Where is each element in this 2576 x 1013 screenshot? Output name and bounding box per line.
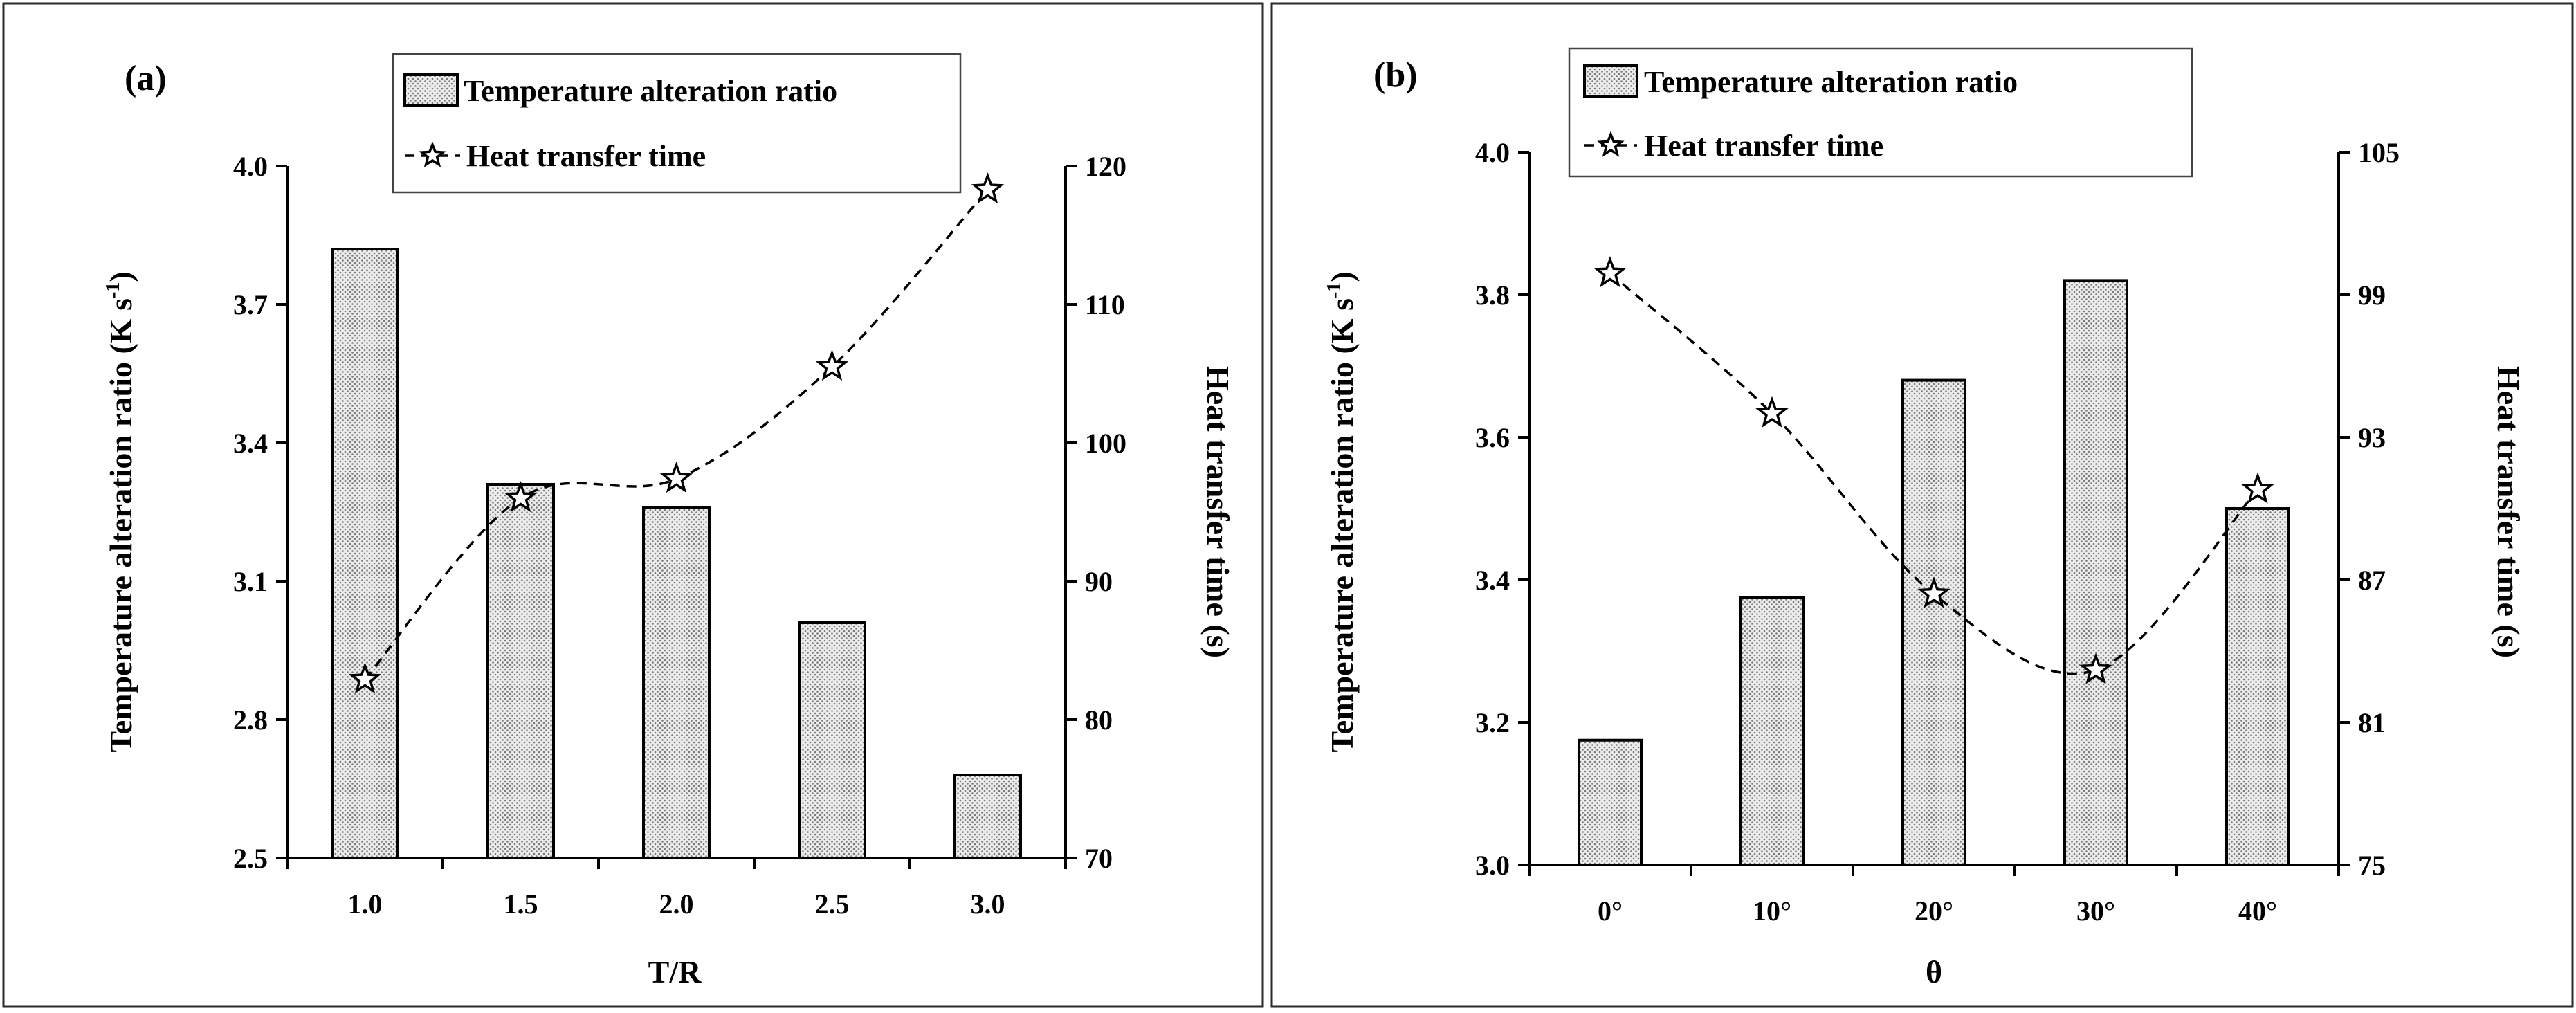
panel-b-legend-bar-swatch — [1583, 64, 1638, 98]
panel-b-heat-transfer-point-0 — [1593, 256, 1627, 288]
panel-a-x-tick-label-2: 2.0 — [659, 888, 694, 920]
panel-a-heat-transfer-point-2 — [659, 462, 693, 493]
panel-b-bar-1 — [1739, 596, 1805, 866]
panel-a-right-tick-label-5: 120 — [1085, 151, 1126, 182]
panel-a-x-axis-title: T/R — [648, 954, 702, 989]
panel-b-heat-transfer-point-3 — [2079, 652, 2112, 684]
panel-a-heat-transfer-point-0 — [348, 662, 382, 694]
panel-b-plot: 3.0 3.2 3.4 3.6 3.8 4.0 75 81 87 93 99 105 0° 10° 20° 3… — [1475, 137, 2400, 927]
panel-a-left-tick-label-3: 3.4 — [233, 428, 268, 459]
panel-a-x-tick-label-3: 2.5 — [815, 888, 850, 920]
panel-a-bar-2 — [642, 506, 711, 860]
panel-b-left-axis-title: Temperature alteration ratio (K s-1) — [1324, 271, 1360, 752]
panel-a-heat-transfer-point-1 — [504, 481, 538, 513]
panel-b-left-tick-label-5: 4.0 — [1475, 137, 1510, 168]
panel-a-x-tick-label-0: 1.0 — [348, 888, 383, 920]
panel-b-left-tick-label-0: 3.0 — [1475, 850, 1510, 881]
panel-b-right-tick-label-3: 93 — [2358, 422, 2386, 453]
panel-b-bar-3 — [2063, 279, 2128, 866]
panel-a-left-tick-label-5: 4.0 — [233, 151, 268, 182]
panel-a-left-tick-label-2: 3.1 — [233, 566, 268, 597]
panel-a-bar-1 — [486, 483, 555, 859]
panel-a-left-tick-label-0: 2.5 — [233, 843, 268, 874]
panel-a-right-tick-label-4: 110 — [1085, 289, 1125, 320]
panel-a-x-tick-label-4: 3.0 — [971, 888, 1005, 920]
panel-b-left-tick-label-1: 3.2 — [1475, 707, 1510, 738]
panel-a-bar-3 — [798, 621, 866, 859]
panel-b-right-tick-label-1: 81 — [2358, 707, 2386, 738]
panel-a-legend-bar-label: Temperature alteration ratio — [464, 74, 837, 108]
panel-b-x-tick-label-4: 40° — [2238, 895, 2277, 927]
panel-b-bar-4 — [2225, 507, 2290, 866]
panel-b-left-tick-label-2: 3.4 — [1475, 565, 1510, 596]
panel-b-right-tick-label-2: 87 — [2358, 565, 2386, 596]
panel-a-legend-bar-swatch — [403, 73, 459, 107]
panel-b-bar-2 — [1901, 378, 1966, 866]
panel-b-legend-star — [1597, 131, 1625, 157]
panel-a-right-axis-title: Heat transfer time (s) — [1200, 366, 1236, 658]
panel-a-left-tick-label-1: 2.8 — [233, 704, 268, 736]
panel-b-bar-0 — [1578, 738, 1643, 866]
panel-b-right-tick-label-4: 99 — [2358, 280, 2386, 311]
panel-b-legend: Temperature alteration ratio Heat transf… — [1568, 47, 2193, 178]
panel-a-x-tick-label-1: 1.5 — [504, 888, 538, 920]
panel-b-x-tick-label-0: 0° — [1598, 895, 1623, 927]
panel-a-right-tick-label-3: 100 — [1085, 428, 1126, 459]
panel-a-right-tick-label-1: 80 — [1085, 704, 1113, 736]
panel-a-left-axis-title: Temperature alteration ratio (K s-1) — [102, 271, 138, 752]
panel-b-legend-box — [1568, 47, 2193, 178]
panel-a-plot: 2.5 2.8 3.1 3.4 3.7 4.0 70 80 90 100 110 120 1.0 1.5 2… — [233, 151, 1126, 920]
panel-b-heat-transfer-point-4 — [2241, 472, 2274, 504]
panel-b-heat-transfer-point-2 — [1917, 576, 1951, 608]
panel-b-label: (b) — [1373, 55, 1418, 95]
panel-a-right-tick-label-0: 70 — [1085, 843, 1113, 874]
panel-b-right-tick-label-0: 75 — [2358, 850, 2386, 881]
panel-b-x-tick-label-1: 10° — [1753, 895, 1791, 927]
panel-b-heat-transfer-point-1 — [1755, 396, 1789, 428]
panel-a-heat-transfer-point-3 — [815, 349, 849, 381]
panel-a-left-tick-label-4: 3.7 — [233, 289, 268, 320]
panel-a-legend: Temperature alteration ratio Heat transf… — [392, 53, 962, 194]
panel-a-bar-4 — [953, 774, 1022, 859]
panel-b-right-axis-title: Heat transfer time (s) — [2491, 366, 2526, 658]
panel-b-legend-line-label: Heat transfer time — [1644, 129, 1883, 163]
panel-b-legend-bar-label: Temperature alteration ratio — [1644, 65, 2018, 99]
panel-b-right-tick-label-5: 105 — [2358, 137, 2400, 168]
panel-a-legend-line-label: Heat transfer time — [466, 139, 706, 173]
panel-b-left-tick-label-3: 3.6 — [1475, 422, 1510, 453]
panel-a-legend-star — [419, 141, 446, 167]
panel-a-heat-transfer-point-4 — [971, 172, 1005, 204]
panel-b-x-tick-label-2: 20° — [1915, 895, 1953, 927]
panel-b-left-tick-label-4: 3.8 — [1475, 280, 1510, 311]
panel-a-label: (a) — [125, 59, 167, 98]
panel-a-bar-0 — [331, 248, 399, 859]
panel-b-x-tick-label-3: 30° — [2076, 895, 2115, 927]
panel-a-legend-box — [392, 53, 962, 194]
panel-a-right-tick-label-2: 90 — [1085, 566, 1113, 597]
panel-b-x-axis-title: θ — [1926, 954, 1942, 989]
